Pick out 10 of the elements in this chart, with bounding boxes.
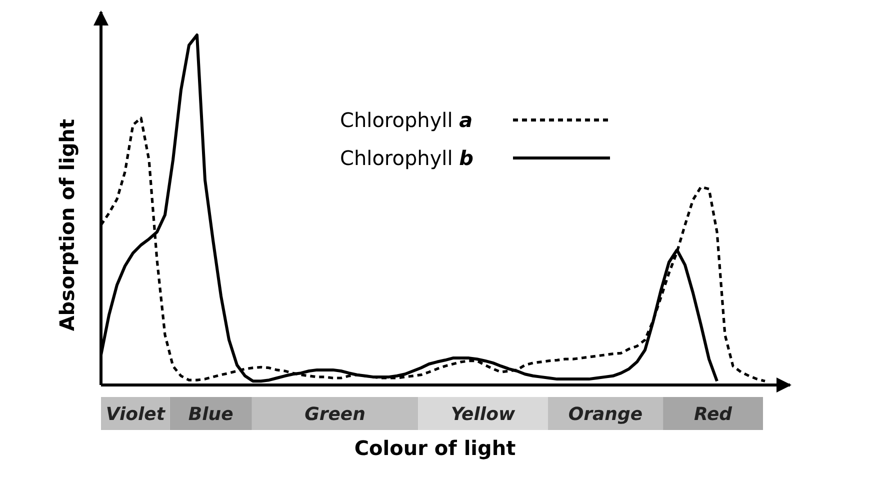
y-axis-title: Absorption of light <box>55 118 79 332</box>
text: Red <box>694 404 734 425</box>
x-axis-title: Colour of light <box>354 436 516 460</box>
text: Green <box>304 404 366 425</box>
legend-label: Chlorophyll b <box>340 146 474 170</box>
text: Orange <box>568 404 643 425</box>
legend-label: Chlorophyll a <box>340 108 473 132</box>
text: Violet <box>106 404 166 425</box>
text: Yellow <box>450 404 516 425</box>
text: Blue <box>188 404 234 425</box>
